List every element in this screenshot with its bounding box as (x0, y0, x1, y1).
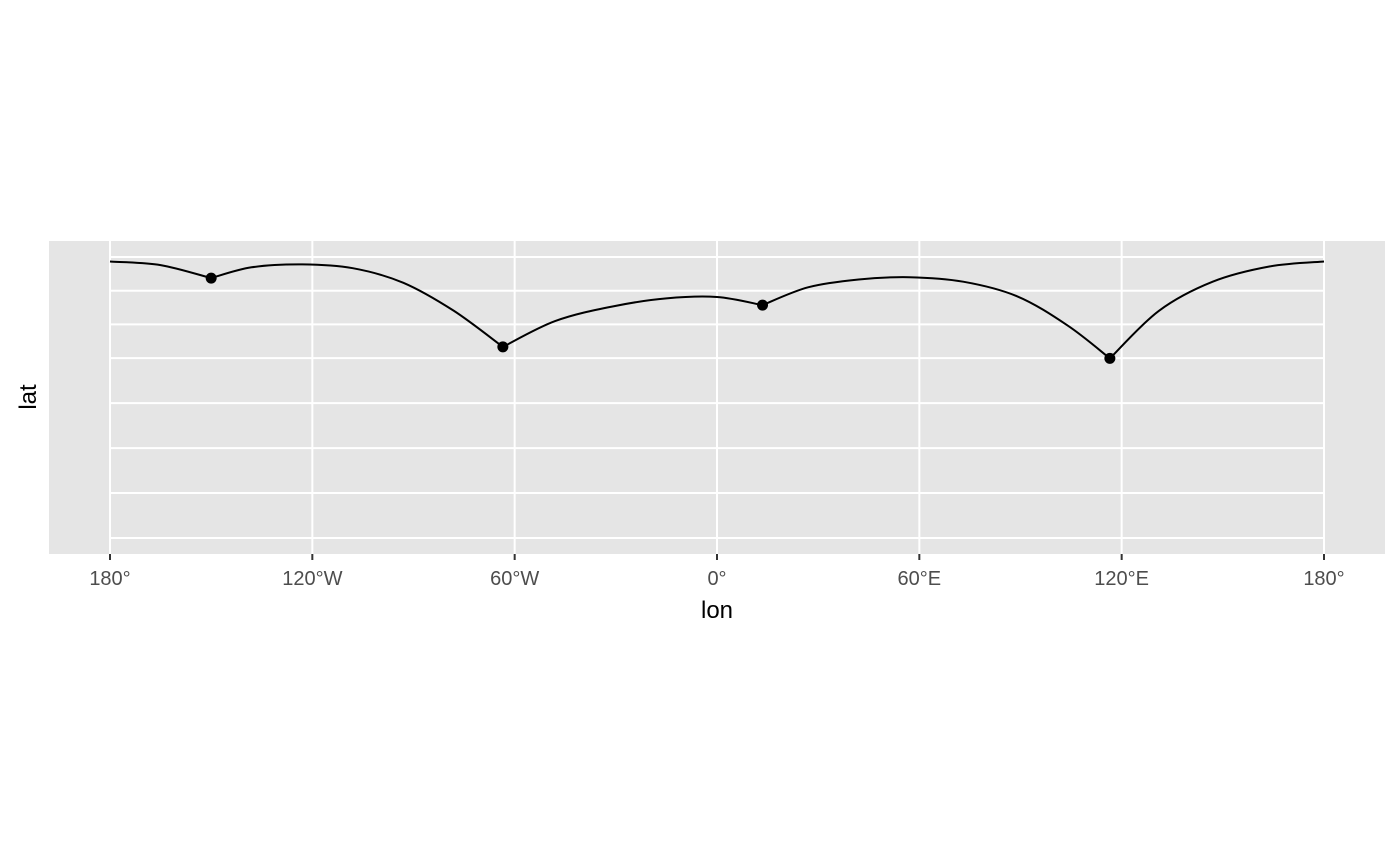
route-segment-2 (502, 295, 763, 348)
city-point-2 (757, 299, 769, 311)
x-axis-title: lon (701, 597, 733, 624)
x-gridlines (109, 241, 1325, 554)
x-tick-label-5: 120°E (1094, 568, 1149, 590)
city-point-3 (1104, 352, 1116, 364)
route-segment-1 (210, 263, 504, 348)
x-axis-ticks: 180° 120°W 60°W 0° 60°E 120°E 180° (89, 554, 1345, 590)
x-tick-label-3: 0° (707, 568, 726, 590)
x-tick-label-6: 180° (1303, 568, 1344, 590)
city-points (205, 272, 1116, 364)
route-segment-0 (109, 260, 212, 280)
x-tick-label-0: 180° (89, 568, 130, 590)
x-tick-label-4: 60°E (898, 568, 942, 590)
route-lines (109, 260, 1325, 360)
y-axis-title: lat (15, 384, 42, 410)
city-point-1 (497, 341, 509, 353)
city-point-0 (205, 272, 217, 284)
x-tick-label-2: 60°W (490, 568, 539, 590)
x-tick-label-1: 120°W (282, 568, 342, 590)
route-segment-3 (762, 276, 1111, 360)
route-segment-4 (1109, 260, 1325, 360)
